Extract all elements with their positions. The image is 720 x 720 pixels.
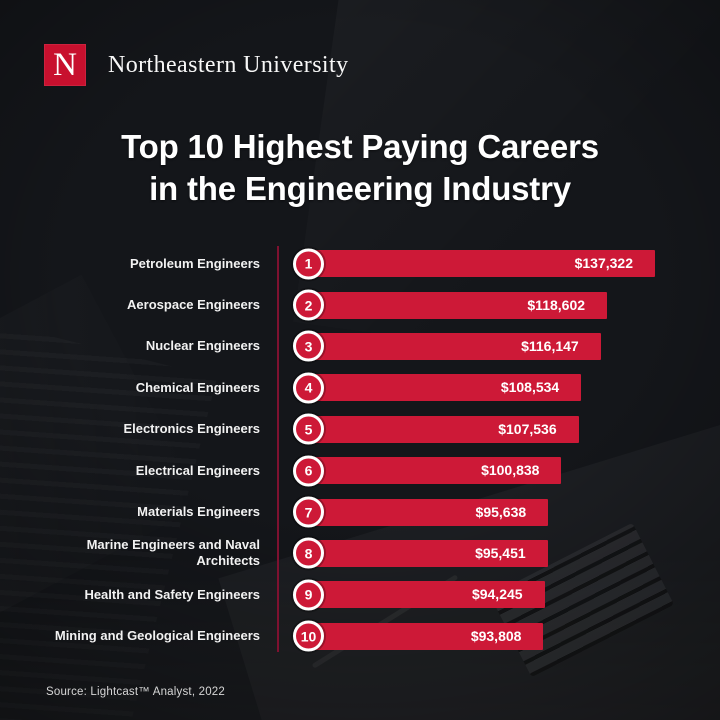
- page-title: Top 10 Highest Paying Careers in the Eng…: [0, 126, 720, 210]
- salary-value: $95,638: [475, 503, 527, 520]
- salary-bar: $100,838: [303, 457, 562, 485]
- salary-bar: $93,808: [303, 622, 544, 650]
- bar-row: Materials Engineers $95,638 7: [46, 491, 674, 532]
- career-label: Health and Safety Engineers: [84, 586, 260, 602]
- career-label: Mining and Geological Engineers: [54, 628, 260, 644]
- bar-row: Mining and Geological Engineers $93,808 …: [46, 616, 674, 657]
- salary-value: $100,838: [481, 462, 540, 479]
- salary-value: $95,451: [475, 544, 526, 561]
- salary-value: $118,602: [527, 296, 586, 313]
- career-label: Nuclear Engineers: [145, 338, 260, 354]
- northeastern-logo: N: [44, 44, 86, 86]
- salary-bar: $95,451: [303, 539, 548, 567]
- bar-row: Aerospace Engineers $118,602 2: [46, 284, 674, 325]
- salary-value: $116,147: [521, 337, 579, 354]
- bar-row: Electronics Engineers $107,536 5: [46, 409, 674, 450]
- bar-track: $100,838 6: [293, 455, 655, 487]
- salary-bar: $137,322: [303, 250, 655, 278]
- bar-track: $118,602 2: [293, 289, 655, 321]
- career-label: Petroleum Engineers: [129, 255, 260, 271]
- title-line-2: in the Engineering Industry: [149, 170, 571, 207]
- bar-row: Petroleum Engineers $137,322 1: [46, 243, 674, 284]
- logo-letter: N: [53, 46, 77, 83]
- salary-bar: $95,638: [303, 498, 549, 526]
- bar-rows: Petroleum Engineers $137,322 1 Aerospace…: [46, 243, 674, 657]
- rank-badge: 3: [293, 330, 324, 362]
- rank-badge: 2: [293, 289, 324, 321]
- salary-bar: $108,534: [303, 374, 582, 402]
- salary-bar: $94,245: [303, 581, 545, 609]
- career-label: Aerospace Engineers: [127, 297, 260, 313]
- rank-badge: 6: [293, 455, 324, 487]
- career-label: Electronics Engineers: [123, 421, 260, 437]
- bar-row: Electrical Engineers $100,838 6: [46, 450, 674, 491]
- bar-row: Health and Safety Engineers $94,245 9: [46, 574, 674, 615]
- career-label: Chemical Engineers: [135, 379, 260, 395]
- salary-value: $94,245: [471, 586, 523, 603]
- career-label: Materials Engineers: [137, 504, 260, 520]
- bar-track: $107,536 5: [293, 413, 655, 445]
- salary-bar-chart: Petroleum Engineers $137,322 1 Aerospace…: [46, 243, 674, 657]
- salary-value: $107,536: [498, 420, 557, 437]
- salary-bar: $116,147: [303, 332, 601, 360]
- source-note: Source: Lightcast™ Analyst, 2022: [46, 686, 226, 698]
- bar-track: $116,147 3: [293, 330, 655, 362]
- rank-badge: 1: [293, 248, 324, 280]
- bar-row: Marine Engineers and Naval Architects $9…: [46, 533, 674, 574]
- career-label: Electrical Engineers: [135, 462, 260, 478]
- brand-name: Northeastern University: [108, 51, 349, 78]
- rank-badge: 5: [293, 413, 324, 445]
- rank-badge: 9: [293, 579, 324, 611]
- bar-track: $108,534 4: [293, 372, 655, 404]
- bar-track: $93,808 10: [293, 620, 655, 652]
- bar-track: $94,245 9: [293, 579, 655, 611]
- rank-badge: 10: [293, 620, 324, 652]
- salary-bar: $107,536: [303, 415, 579, 443]
- axis-divider-line: [277, 246, 279, 652]
- rank-badge: 7: [293, 496, 324, 528]
- salary-value: $108,534: [500, 379, 560, 396]
- header: N Northeastern University: [0, 0, 720, 86]
- bar-track: $95,638 7: [293, 496, 655, 528]
- salary-bar: $118,602: [303, 291, 608, 319]
- title-line-1: Top 10 Highest Paying Careers: [121, 128, 599, 165]
- rank-badge: 4: [293, 372, 324, 404]
- bar-track: $137,322 1: [293, 248, 655, 280]
- salary-value: $93,808: [470, 627, 522, 644]
- rank-badge: 8: [293, 537, 324, 569]
- salary-value: $137,322: [574, 255, 633, 272]
- career-label: Marine Engineers and Naval Architects: [86, 537, 260, 569]
- bar-row: Nuclear Engineers $116,147 3: [46, 326, 674, 367]
- bar-row: Chemical Engineers $108,534 4: [46, 367, 674, 408]
- bar-track: $95,451 8: [293, 537, 655, 569]
